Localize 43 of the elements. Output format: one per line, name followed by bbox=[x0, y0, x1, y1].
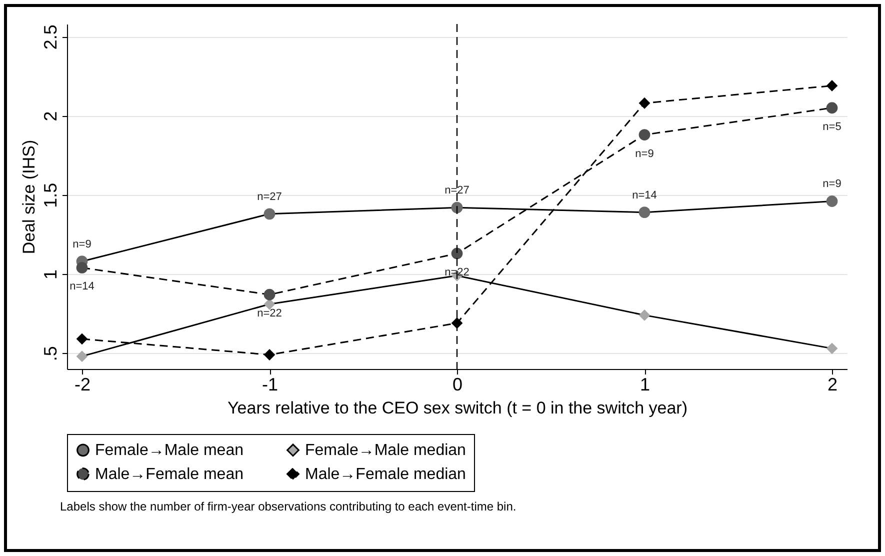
point bbox=[638, 129, 650, 140]
point bbox=[76, 350, 88, 362]
legend-label: Male→Female median bbox=[305, 466, 466, 483]
point bbox=[826, 102, 838, 114]
x-tick-label: 2 bbox=[827, 374, 838, 394]
point bbox=[264, 288, 276, 300]
x-tick-label: -2 bbox=[74, 374, 91, 394]
point bbox=[826, 196, 838, 207]
legend-label: Male→Female mean bbox=[95, 466, 244, 483]
annotation: n=27 bbox=[257, 190, 282, 203]
annotation: n=14 bbox=[632, 189, 657, 202]
point bbox=[264, 208, 276, 220]
annotation: n=27 bbox=[444, 184, 470, 197]
annotation: n=9 bbox=[72, 238, 92, 250]
y-tick-label: 1 bbox=[40, 270, 60, 280]
annotation: n=22 bbox=[257, 308, 282, 320]
annotation: n=22 bbox=[444, 266, 470, 278]
point bbox=[638, 206, 650, 218]
point bbox=[76, 333, 88, 345]
legend-label: Female→Male mean bbox=[95, 442, 244, 460]
point bbox=[451, 317, 463, 329]
y-tick-label: .5 bbox=[40, 346, 60, 362]
point bbox=[638, 97, 650, 109]
annotation: n=9 bbox=[822, 178, 842, 190]
x-axis-title: Years relative to the CEO sex switch (t = 0 in the switch year) bbox=[228, 398, 688, 418]
x-tick-label: 0 bbox=[452, 374, 463, 394]
point bbox=[451, 248, 463, 260]
point bbox=[264, 349, 276, 360]
y-tick-label: 2.5 bbox=[40, 24, 60, 50]
x-tick-label: 1 bbox=[640, 374, 650, 394]
y-tick-label: 2 bbox=[40, 111, 60, 122]
point bbox=[76, 262, 88, 274]
annotation: n=9 bbox=[635, 148, 654, 160]
y-axis-title: Deal size (IHS) bbox=[20, 140, 38, 254]
text: Labels show the number of firm-year observations contributing to each event-time bin. bbox=[60, 500, 516, 514]
point bbox=[638, 309, 650, 321]
y-tick-label: 1.5 bbox=[40, 182, 60, 208]
point bbox=[826, 342, 838, 354]
legend-label: Female→Male median bbox=[305, 442, 466, 460]
x-tick-label: -1 bbox=[262, 374, 278, 394]
point bbox=[826, 80, 838, 92]
annotation: n=14 bbox=[70, 280, 94, 293]
annotation: n=5 bbox=[822, 120, 842, 133]
